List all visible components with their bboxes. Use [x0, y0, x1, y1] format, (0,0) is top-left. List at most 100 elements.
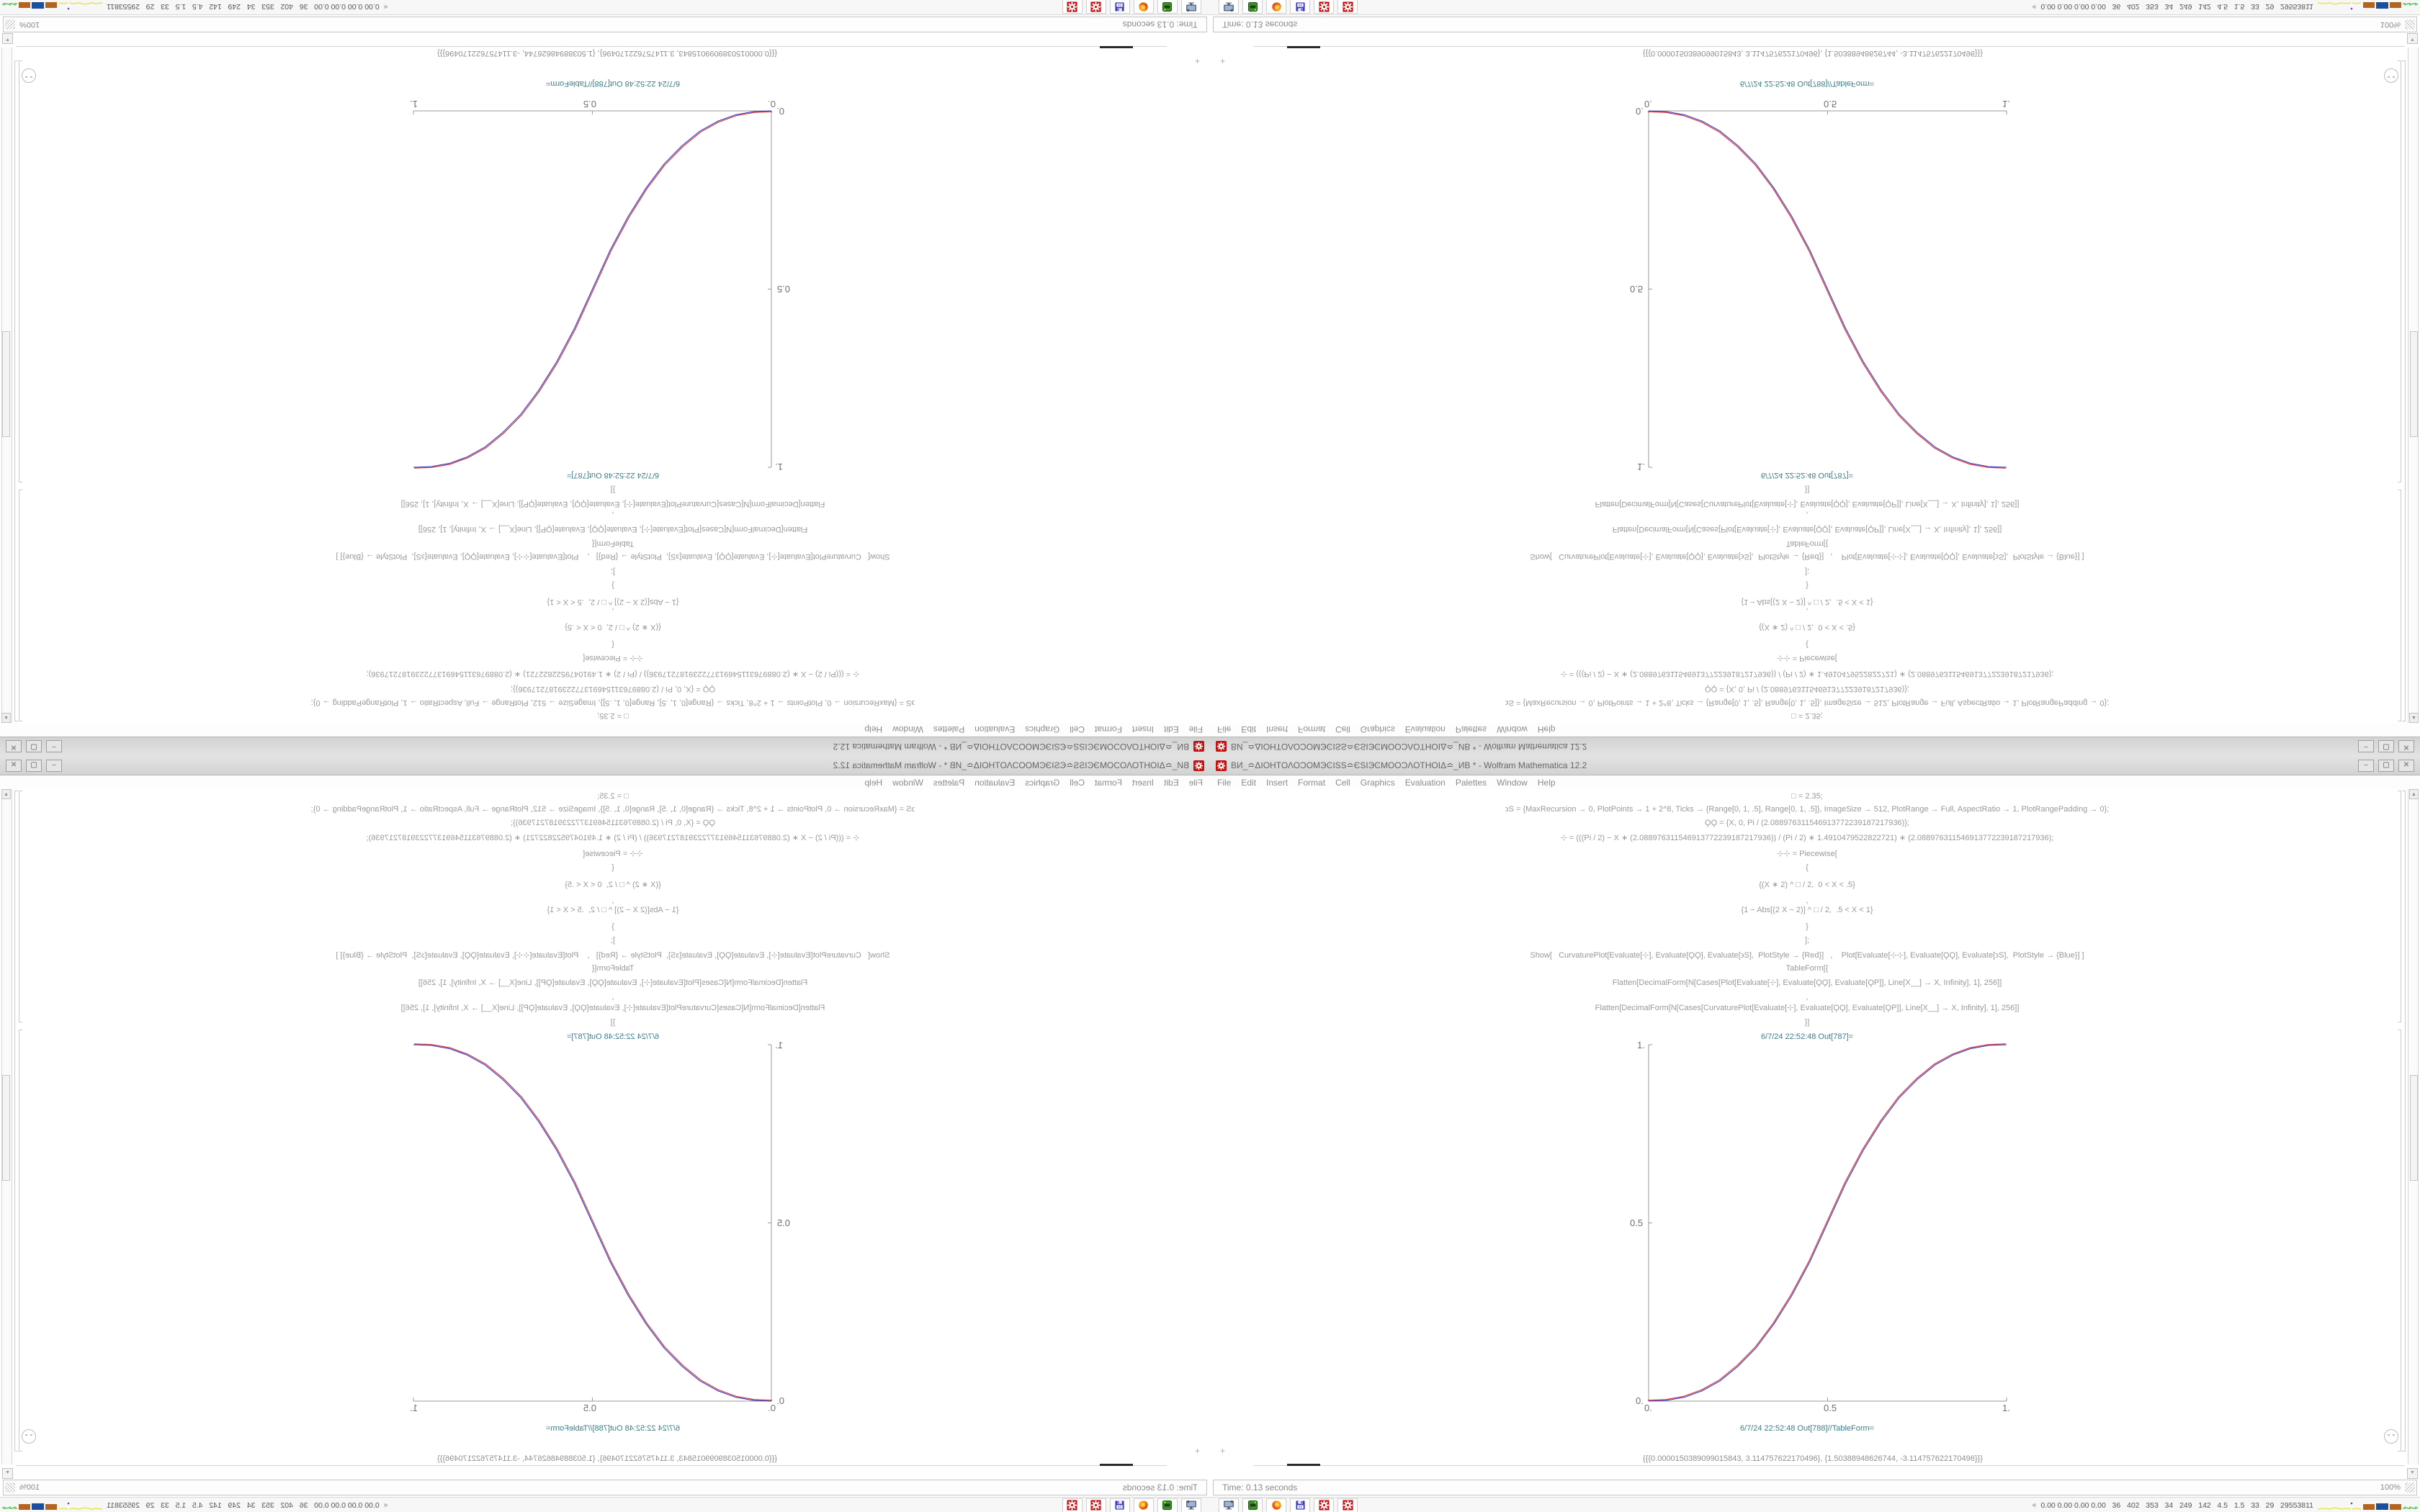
- vertical-scroll-thumb[interactable]: [2410, 331, 2418, 437]
- minimize-button[interactable]: –: [46, 740, 62, 753]
- code-line[interactable]: ,: [1806, 510, 1809, 519]
- taskbar-mathematica-button[interactable]: [1086, 1498, 1106, 1512]
- corner-dropdown-icon[interactable]: ▼: [2407, 33, 2418, 44]
- minimize-button[interactable]: –: [46, 759, 62, 772]
- horizontal-scrollbar[interactable]: [16, 1465, 1167, 1466]
- cell-bracket-outer-group[interactable]: [14, 60, 18, 721]
- code-line[interactable]: Flatten[DecimalForm[N[Cases[CurvaturePlo…: [400, 500, 825, 508]
- maximize-button[interactable]: ▢: [2378, 759, 2394, 772]
- menu-insert[interactable]: Insert: [1266, 724, 1289, 735]
- code-line[interactable]: ⊹ = (((Pi / 2) − X ∗ (2.0889763115469137…: [1560, 670, 2054, 678]
- code-line[interactable]: ,: [611, 993, 614, 1002]
- vertical-scroll-thumb[interactable]: [2, 1075, 10, 1181]
- menu-help[interactable]: Help: [864, 724, 883, 735]
- code-line[interactable]: TableForm[{: [591, 539, 635, 548]
- sigmoid-plot[interactable]: 0. 0.5 1. 0. 0.5 1.: [410, 1040, 790, 1413]
- magnification-label[interactable]: 100%: [2380, 1483, 2401, 1492]
- jump-to-end-icon[interactable]: ⌄⌄: [22, 68, 36, 83]
- menu-palettes[interactable]: Palettes: [933, 724, 965, 735]
- horizontal-scroll-thumb[interactable]: [1100, 1464, 1133, 1466]
- menu-format[interactable]: Format: [1094, 777, 1122, 788]
- horizontal-scroll-thumb[interactable]: [1287, 1464, 1320, 1466]
- code-line[interactable]: {1 − Abs[(2 X − 2)] ^ □ / 2, .5 < X < 1}: [547, 906, 679, 914]
- code-line[interactable]: {(X ∗ 2) ^ □ / 2, 0 < X < .5}: [1759, 623, 1855, 631]
- code-line[interactable]: {: [611, 640, 614, 649]
- code-line[interactable]: ,: [611, 607, 614, 616]
- menu-format[interactable]: Format: [1298, 724, 1326, 735]
- horizontal-scrollbar[interactable]: [16, 46, 1167, 47]
- taskbar-firefox-button[interactable]: [1266, 0, 1286, 14]
- code-line[interactable]: ϘϘ = {X, 0, Pi / (2.08897631154691377223…: [1705, 819, 1909, 827]
- cell-bracket-output-group[interactable]: [19, 60, 22, 482]
- resize-grip[interactable]: [2405, 19, 2415, 30]
- tray-collapse-chevron-icon[interactable]: «: [2032, 1501, 2037, 1509]
- code-line[interactable]: TableForm[{: [1785, 964, 1829, 973]
- code-line[interactable]: Flatten[DecimalForm[N[Cases[Plot[Evaluat…: [1612, 978, 2002, 987]
- jump-to-end-icon[interactable]: ⌄⌄: [2384, 68, 2398, 83]
- jump-to-end-icon[interactable]: ⌄⌄: [2384, 1429, 2398, 1444]
- code-line[interactable]: ,: [1806, 993, 1809, 1002]
- code-line[interactable]: }: [1806, 922, 1809, 931]
- code-line[interactable]: ⊹ = (((Pi / 2) − X ∗ (2.0889763115469137…: [366, 670, 860, 678]
- code-line[interactable]: }]: [610, 485, 616, 494]
- taskbar-floppy-button[interactable]: 64: [1110, 0, 1130, 14]
- menu-help[interactable]: Help: [1537, 777, 1556, 788]
- cell-bracket-outer-group[interactable]: [2402, 791, 2406, 1452]
- code-line[interactable]: Flatten[DecimalForm[N[Cases[CurvaturePlo…: [1595, 1004, 2020, 1012]
- menu-insert[interactable]: Insert: [1131, 724, 1154, 735]
- cell-bracket-output-group[interactable]: [2398, 1030, 2401, 1452]
- tray-collapse-chevron-icon[interactable]: «: [383, 3, 388, 11]
- code-line[interactable]: ϶S = {MaxRecursion → 0, PlotPoints → 1 +…: [310, 698, 915, 707]
- sigmoid-plot[interactable]: 0. 0.5 1. 0. 0.5 1.: [1630, 1040, 2010, 1413]
- taskbar-monitor-button[interactable]: [1219, 0, 1239, 14]
- scroll-up-arrow[interactable]: ▲: [2409, 713, 2419, 723]
- menu-window[interactable]: Window: [1497, 724, 1528, 735]
- menu-edit[interactable]: Edit: [1241, 724, 1257, 735]
- cell-bracket-input-group[interactable]: [2398, 490, 2401, 721]
- corner-dropdown-icon[interactable]: ▼: [2, 1468, 13, 1479]
- taskbar-mathematica-button[interactable]: [1062, 1498, 1083, 1512]
- magnification-label[interactable]: 100%: [2380, 20, 2401, 29]
- code-line[interactable]: Show[ CurvaturePlot[Evaluate[⊹], Evaluat…: [1530, 951, 2084, 960]
- taskbar-mathematica-button[interactable]: [1337, 1498, 1358, 1512]
- maximize-button[interactable]: ▢: [2378, 740, 2394, 753]
- code-line[interactable]: □ = 2.35;: [1791, 792, 1823, 801]
- window-titlebar[interactable]: ВИ_≏ΔΙΟΗΤΟΛΟϽΟΜЭϾΙЅЅ≏ЄЅΙЭϾΜΟΟϽΛΟΤΗΟΙΔ≏_И…: [0, 737, 1210, 756]
- code-line[interactable]: {: [611, 863, 614, 872]
- menu-help[interactable]: Help: [1537, 724, 1556, 735]
- code-line[interactable]: {(X ∗ 2) ^ □ / 2, 0 < X < .5}: [565, 623, 661, 631]
- taskbar-firefox-button[interactable]: [1266, 1498, 1286, 1512]
- code-line[interactable]: ϶S = {MaxRecursion → 0, PlotPoints → 1 +…: [1505, 698, 2110, 707]
- menu-format[interactable]: Format: [1298, 777, 1326, 788]
- menu-edit[interactable]: Edit: [1163, 724, 1179, 735]
- menu-cell[interactable]: Cell: [1335, 777, 1350, 788]
- menu-palettes[interactable]: Palettes: [1455, 724, 1487, 735]
- code-line[interactable]: ⊹⊹ = Piecewise[: [583, 850, 643, 858]
- code-line[interactable]: Show[ CurvaturePlot[Evaluate[⊹], Evaluat…: [336, 552, 890, 561]
- menu-evaluation[interactable]: Evaluation: [974, 777, 1016, 788]
- close-button[interactable]: ✕: [2398, 740, 2414, 753]
- code-line[interactable]: TableForm[{: [591, 964, 635, 973]
- menu-edit[interactable]: Edit: [1241, 777, 1257, 788]
- code-line[interactable]: ⊹ = (((Pi / 2) − X ∗ (2.0889763115469137…: [1560, 834, 2054, 842]
- code-line[interactable]: □ = 2.35;: [597, 792, 629, 801]
- menu-help[interactable]: Help: [864, 777, 883, 788]
- taskbar-mathematica-button[interactable]: [1086, 0, 1106, 14]
- taskbar-firefox-button[interactable]: [1134, 1498, 1154, 1512]
- code-line[interactable]: ];: [610, 936, 616, 945]
- vertical-scroll-thumb[interactable]: [2410, 1075, 2418, 1181]
- corner-dropdown-icon[interactable]: ▼: [2407, 1468, 2418, 1479]
- menu-file[interactable]: File: [1217, 777, 1232, 788]
- code-line[interactable]: {1 − Abs[(2 X − 2)] ^ □ / 2, .5 < X < 1}: [1741, 598, 1873, 606]
- taskbar-drive-button[interactable]: [1157, 0, 1178, 14]
- maximize-button[interactable]: ▢: [26, 740, 42, 753]
- code-line[interactable]: }: [611, 581, 614, 590]
- taskbar-mathematica-button[interactable]: [1337, 0, 1358, 14]
- menu-evaluation[interactable]: Evaluation: [1404, 724, 1446, 735]
- cell-bracket-outer-group[interactable]: [14, 791, 18, 1452]
- menu-window[interactable]: Window: [892, 777, 923, 788]
- menu-palettes[interactable]: Palettes: [933, 777, 965, 788]
- cell-bracket-output-group[interactable]: [19, 1030, 22, 1452]
- menu-insert[interactable]: Insert: [1131, 777, 1154, 788]
- taskbar-floppy-button[interactable]: 64: [1290, 0, 1310, 14]
